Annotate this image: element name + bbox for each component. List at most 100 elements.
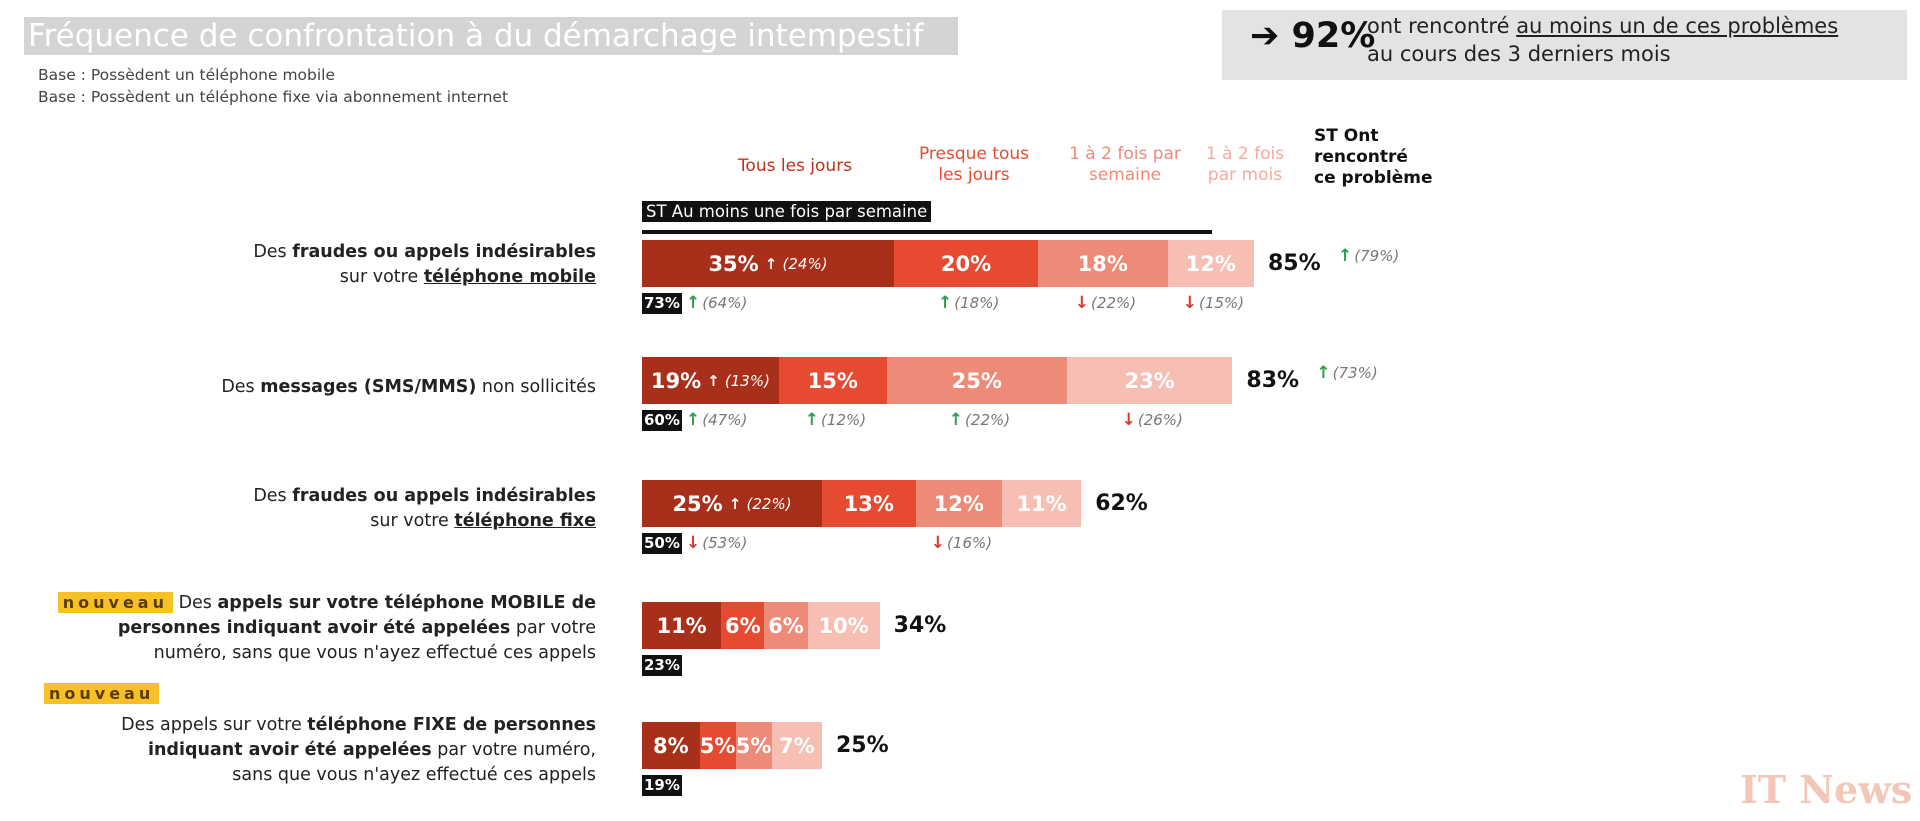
bar-value-label: 25% bbox=[672, 491, 723, 516]
bar-value-label: 12% bbox=[933, 491, 984, 516]
kpi-text-pre: ont rencontré bbox=[1367, 14, 1517, 38]
segment-comparison-value: (22%) bbox=[965, 411, 1011, 429]
bar-value-label: 19% bbox=[650, 368, 702, 393]
total-label: 25% bbox=[836, 733, 889, 758]
legend-almost-daily: Presque tous les jours bbox=[900, 144, 1048, 186]
row-label-2: Des messages (SMS/MMS) non sollicités bbox=[221, 375, 596, 400]
bar-segment: 13% bbox=[822, 480, 916, 527]
it-news-watermark-logo: IT News bbox=[1740, 767, 1913, 812]
bar-value-label: 11% bbox=[656, 613, 707, 638]
row-label-4-part-d: par votre bbox=[510, 618, 596, 638]
bar-segment: 12% bbox=[915, 480, 1002, 527]
row-label-1-part-b: fraudes ou appels indésirables bbox=[292, 242, 596, 262]
st-weekly-comparison-value: (53%) bbox=[702, 534, 748, 552]
row-label-1: Des fraudes ou appels indésirables sur v… bbox=[253, 240, 596, 290]
bar-value-label: 11% bbox=[1016, 491, 1067, 516]
row-label-5-part-b: téléphone FIXE de personnes bbox=[307, 715, 596, 735]
up-arrow-icon: ↑ bbox=[938, 293, 953, 313]
row-label-4-part-c: personnes indiquant avoir été appelées bbox=[117, 618, 511, 638]
row-label-3-line2: sur votre téléphone fixe bbox=[253, 509, 596, 534]
up-arrow-icon: ↑ bbox=[1316, 363, 1331, 383]
bar-segment: 5% bbox=[699, 722, 736, 769]
bar-inline-comparison-value: (22%) bbox=[746, 494, 792, 513]
bar-segment: 6% bbox=[764, 602, 808, 649]
chart-title: Fréquence de confrontation à du démarcha… bbox=[24, 17, 958, 55]
bar-segment: 10% bbox=[807, 602, 880, 649]
row-label-3-part-a: Des bbox=[253, 486, 293, 506]
row-label-5-line2: indiquant avoir été appelées par votre n… bbox=[121, 738, 596, 763]
bar-value-label: 6% bbox=[724, 613, 761, 638]
bar-segment: 19% ↑ (13%) bbox=[642, 357, 779, 404]
legend-monthly: 1 à 2 fois par mois bbox=[1198, 144, 1292, 186]
row-label-1-line2: sur votre téléphone mobile bbox=[253, 265, 596, 290]
bar-value-label: 8% bbox=[652, 733, 689, 758]
legend-weekly-line2: semaine bbox=[1088, 165, 1162, 185]
segment-comparison: ↓ (16%) bbox=[931, 533, 992, 553]
bar-segment: 15% bbox=[778, 357, 887, 404]
row-label-4-part-b: appels sur votre téléphone MOBILE de bbox=[217, 593, 597, 613]
total-comparison-value: (79%) bbox=[1354, 247, 1400, 265]
bar-segment: 11% bbox=[1002, 480, 1082, 527]
legend-st-weekly: ST Au moins une fois par semaine bbox=[642, 201, 932, 222]
bar-value-label: 7% bbox=[778, 733, 815, 758]
row-label-5-part-c: indiquant avoir été appelées bbox=[147, 740, 432, 760]
row-label-1-part-a: Des bbox=[253, 242, 293, 262]
row-label-4-line3: numéro, sans que vous n'ayez effectué ce… bbox=[153, 643, 596, 663]
up-arrow-icon: ↑ bbox=[686, 410, 701, 430]
total-label: 83% bbox=[1246, 368, 1300, 393]
total-label: 62% bbox=[1095, 491, 1148, 516]
bar-value-label: 10% bbox=[818, 613, 869, 638]
st-weekly-badge: 23% bbox=[642, 655, 682, 676]
kpi-value: ➔ 92% bbox=[1250, 16, 1375, 56]
bar-segment: 18% bbox=[1038, 240, 1168, 287]
segment-comparison-value: (15%) bbox=[1199, 294, 1245, 312]
bar-segment: 35% ↑ (24%) bbox=[642, 240, 894, 287]
bar-segment: 5% bbox=[735, 722, 772, 769]
legend-st-total-line1: ST Ont bbox=[1314, 126, 1379, 146]
down-arrow-icon: ↓ bbox=[686, 533, 701, 553]
st-weekly-bracket-line bbox=[642, 230, 1212, 234]
bar-inline-comparison: ↑ (22%) bbox=[729, 495, 792, 513]
row-label-3-part-c: sur votre bbox=[370, 511, 455, 531]
st-weekly-badge: 60% bbox=[642, 410, 682, 431]
bar-value-label: 13% bbox=[843, 491, 894, 516]
nouveau-badge: nouveau bbox=[44, 683, 160, 704]
row-label-4-part-a: Des bbox=[173, 593, 218, 613]
row-label-1-part-d: téléphone mobile bbox=[423, 267, 596, 287]
segment-comparison: ↓ (22%) bbox=[1075, 293, 1136, 313]
segment-comparison: ↓ (15%) bbox=[1183, 293, 1244, 313]
kpi-box bbox=[1222, 10, 1907, 80]
kpi-text-line2: au cours des 3 derniers mois bbox=[1367, 42, 1671, 66]
row-label-3-line1: Des fraudes ou appels indésirables bbox=[253, 484, 596, 509]
up-arrow-icon: ↑ bbox=[686, 293, 701, 313]
bar-segment: 12% bbox=[1167, 240, 1254, 287]
bar-value-label: 20% bbox=[940, 251, 992, 276]
row-label-2-part-c: non sollicités bbox=[476, 377, 596, 397]
row-label-4-line1: nouveau Des appels sur votre téléphone M… bbox=[57, 590, 597, 616]
st-weekly-comparison: ↑ (47%) bbox=[686, 410, 747, 430]
bar-inline-comparison: ↑ (13%) bbox=[707, 372, 770, 390]
up-arrow-icon: ↑ bbox=[728, 494, 747, 513]
up-arrow-icon: ↑ bbox=[764, 254, 783, 273]
row-label-1-line1: Des fraudes ou appels indésirables bbox=[253, 240, 596, 265]
down-arrow-icon: ↓ bbox=[1121, 410, 1136, 430]
base-fixe-note: Base : Possèdent un téléphone fixe via a… bbox=[38, 88, 509, 106]
row-label-2-part-b: messages (SMS/MMS) bbox=[260, 377, 477, 397]
kpi-text-underlined: au moins un de ces problèmes bbox=[1516, 14, 1839, 38]
legend-monthly-line2: par mois bbox=[1207, 165, 1283, 185]
total-label: 85% bbox=[1268, 251, 1321, 276]
segment-comparison: ↓ (26%) bbox=[1122, 410, 1183, 430]
bar-value-label: 18% bbox=[1077, 251, 1128, 276]
bar-segment: 6% bbox=[721, 602, 765, 649]
base-mobile-note: Base : Possèdent un téléphone mobile bbox=[38, 66, 336, 84]
bar-value-label: 35% bbox=[708, 251, 759, 276]
legend-daily: Tous les jours bbox=[737, 156, 853, 176]
bar-value-label: 15% bbox=[807, 368, 858, 393]
nouveau-badge: nouveau bbox=[57, 592, 173, 613]
bar-inline-comparison: ↑ (24%) bbox=[765, 255, 828, 273]
st-weekly-comparison: ↓ (53%) bbox=[686, 533, 747, 553]
segment-comparison-value: (12%) bbox=[821, 411, 867, 429]
legend-weekly: 1 à 2 fois par semaine bbox=[1058, 144, 1192, 186]
legend-almost-daily-line2: les jours bbox=[938, 165, 1010, 185]
